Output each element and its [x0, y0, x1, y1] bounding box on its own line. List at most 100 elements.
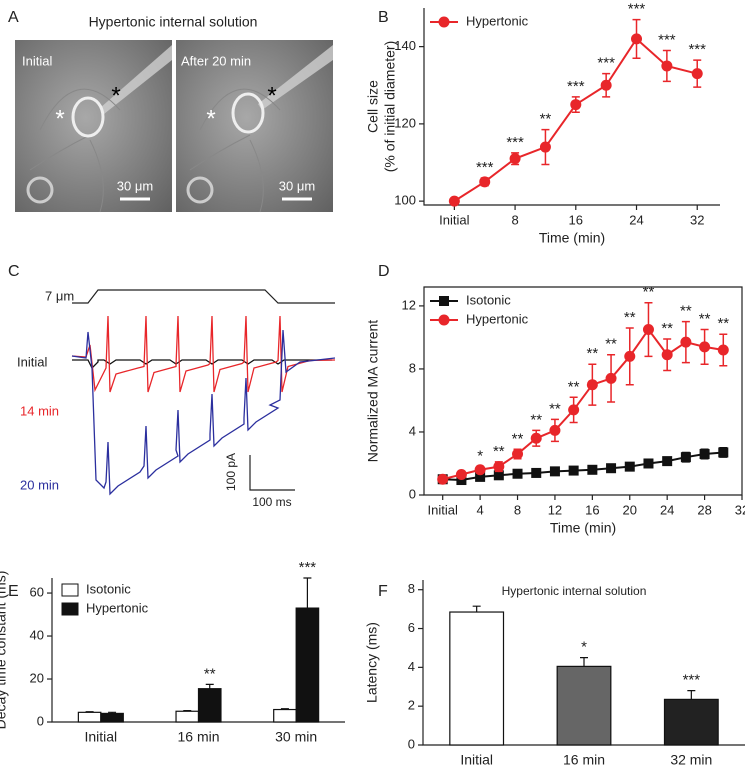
axis [423, 8, 720, 206]
significance: ** [530, 411, 542, 428]
legend-marker [438, 314, 450, 326]
x-axis-label: Time (min) [550, 520, 616, 536]
error-bar [108, 711, 117, 714]
legend-label: Hypertonic [86, 600, 149, 615]
significance: * [477, 448, 483, 465]
image-label: Initial [22, 53, 52, 68]
significance: *** [299, 559, 317, 576]
significance: ** [540, 111, 552, 128]
bar [449, 611, 505, 746]
marker [624, 461, 635, 472]
image-label: After 20 min [181, 53, 251, 68]
significance: *** [476, 159, 494, 176]
legend-marker [438, 16, 450, 28]
marker [456, 475, 467, 486]
chart-subtitle: Hypertonic internal solution [502, 584, 647, 598]
significance: ** [680, 303, 692, 320]
marker [717, 344, 729, 356]
marker [509, 153, 521, 165]
series-line [442, 327, 724, 481]
bar [295, 607, 320, 723]
marker [661, 349, 673, 361]
marker: * [267, 82, 276, 109]
marker [600, 79, 612, 91]
y-tick-label: 100 [394, 193, 416, 208]
series-line [442, 451, 724, 482]
error-bar [303, 577, 312, 609]
micrograph [176, 40, 333, 213]
marker [680, 336, 692, 348]
micrograph [15, 40, 172, 213]
legend-marker [439, 296, 449, 306]
scale-label: 100 ms [252, 495, 291, 509]
x-tick-label: 24 [629, 212, 643, 227]
marker: * [111, 82, 120, 109]
marker [493, 461, 505, 473]
significance: *** [683, 672, 701, 689]
significance: ** [587, 345, 599, 362]
y-tick-label: 4 [409, 423, 416, 438]
y-tick-label: 12 [402, 297, 416, 312]
panel-label: D [378, 263, 390, 280]
x-tick-label: 16 [585, 502, 599, 517]
x-tick-label: 8 [514, 502, 521, 517]
y-tick-label: 0 [409, 486, 416, 501]
marker [493, 470, 504, 481]
x-tick-label: 32 [690, 212, 704, 227]
scale-bar [249, 455, 295, 491]
y-axis-label: Latency (ms) [364, 622, 380, 703]
panel-label: A [8, 9, 19, 26]
panel-label: B [378, 9, 389, 26]
y-axis-label: Cell size [365, 80, 381, 133]
marker [512, 448, 524, 460]
x-tick-label: Initial [439, 212, 469, 227]
significance: ** [568, 378, 580, 395]
legend-swatch [61, 602, 79, 616]
error-bar [205, 683, 214, 689]
y-tick-label: 6 [408, 620, 415, 635]
bar [273, 708, 297, 723]
bar [175, 710, 200, 723]
error-bar [85, 711, 94, 713]
bar [663, 698, 719, 746]
step-label: 7 μm [45, 288, 74, 303]
marker [643, 458, 654, 469]
marker [662, 456, 673, 467]
panel-label: F [378, 583, 388, 600]
x-tick-label: 24 [660, 502, 674, 517]
bar [100, 712, 124, 723]
bar [197, 688, 222, 723]
error-bar [687, 690, 696, 700]
x-tick-label: 12 [548, 502, 562, 517]
y-tick-label: 40 [30, 627, 44, 642]
trace [71, 315, 336, 393]
trace [71, 329, 336, 496]
x-tick-label: Initial [460, 752, 493, 768]
marker [512, 468, 523, 479]
legend-label: Isotonic [86, 581, 131, 596]
trace-label: 20 min [20, 477, 59, 492]
legend-label: Hypertonic [466, 13, 529, 28]
x-axis-label: Time (min) [539, 230, 605, 246]
x-tick-label: 20 [623, 502, 637, 517]
panel-title: Hypertonic internal solution [89, 14, 258, 30]
x-tick-label: Initial [84, 729, 117, 745]
y-tick-label: 120 [394, 115, 416, 130]
marker [699, 449, 710, 460]
significance: ** [549, 400, 561, 417]
marker [606, 463, 617, 474]
significance: ** [512, 430, 524, 447]
bar [556, 665, 612, 746]
marker: * [55, 105, 64, 132]
y-tick-label: 0 [37, 713, 44, 728]
y-axis-label: (% of initial diameter) [382, 41, 398, 173]
significance: * [581, 639, 587, 656]
legend-swatch [61, 583, 79, 597]
marker [587, 464, 598, 475]
marker [474, 464, 486, 476]
significance: ** [605, 336, 617, 353]
x-tick-label: Initial [428, 502, 458, 517]
y-tick-label: 0 [408, 736, 415, 751]
trace-label: Initial [17, 354, 47, 369]
